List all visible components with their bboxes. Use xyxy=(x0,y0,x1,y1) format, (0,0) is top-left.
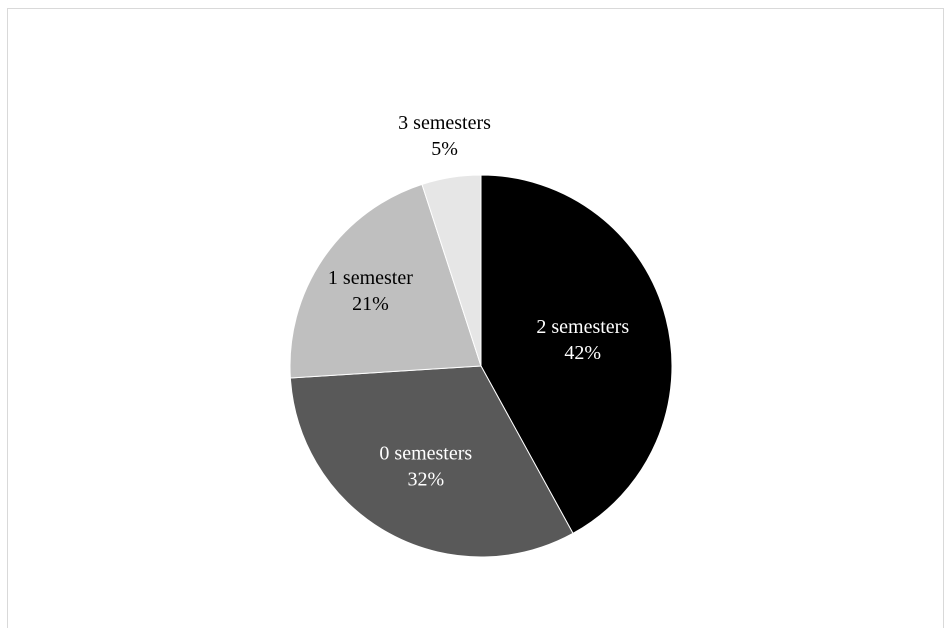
pie-slice-3-semesters xyxy=(421,174,482,367)
slice-percent-label: 5% xyxy=(431,138,458,160)
pie-slice-1-semester xyxy=(289,183,482,379)
slice-percent-label: 21% xyxy=(352,293,389,315)
pie-slices xyxy=(289,174,673,558)
pie-chart: 2 semesters 42% 0 semesters 32% 1 semester 21… xyxy=(289,112,673,558)
pie-slice-0-semesters xyxy=(289,365,574,558)
pie-slice-2-semesters xyxy=(480,174,673,535)
slice-percent-label: 42% xyxy=(564,342,601,364)
slice-category-label: 1 semester xyxy=(328,267,413,289)
slice-percent-label: 32% xyxy=(407,468,444,490)
pie-labels: 2 semesters 42% 0 semesters 32% 1 semester 21… xyxy=(328,112,629,491)
slice-category-label: 0 semesters xyxy=(379,442,472,464)
chart-area xyxy=(7,8,944,628)
slice-category-label: 3 semesters xyxy=(398,112,491,134)
slice-category-label: 2 semesters xyxy=(536,316,629,338)
